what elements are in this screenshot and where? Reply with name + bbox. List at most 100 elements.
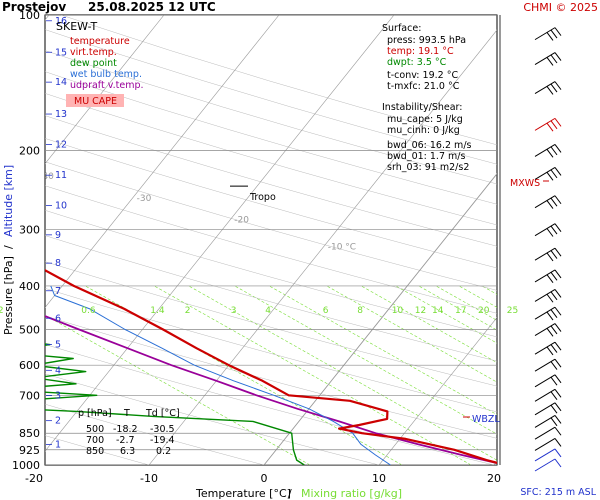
- wind-barb-feather: [554, 426, 562, 436]
- y-axis-title-altitude: Altitude [km]: [2, 165, 15, 237]
- sounding-datetime: 25.08.2025 12 UTC: [88, 0, 216, 14]
- wind-barb-feather: [550, 29, 558, 39]
- table-header-td: Td [°C]: [145, 408, 180, 419]
- temperature-tick-label: 0: [261, 472, 268, 485]
- station-name: Prostejov: [2, 0, 66, 14]
- wind-barb-feather: [546, 346, 554, 356]
- altitude-tick-label: 6: [55, 313, 61, 324]
- wind-barb-feather: [550, 417, 558, 427]
- surface-temp: temp: 19.1 °C: [387, 46, 454, 57]
- altitude-tick-label: 5: [55, 340, 61, 351]
- mixing-ratio-label: 0.2: [0, 306, 4, 316]
- mixing-ratio-label: 2: [185, 306, 191, 316]
- wind-barb: [534, 195, 562, 209]
- wind-barb: [534, 388, 562, 402]
- dry-adiabat: [45, 71, 497, 205]
- wind-barb: [534, 448, 562, 462]
- wind-barb-feather: [554, 81, 562, 90]
- pressure-tick-label: 400: [19, 280, 40, 293]
- wind-barb-feather: [550, 225, 558, 235]
- wind-barb-feather: [546, 311, 554, 321]
- wind-barb-staff: [534, 458, 556, 472]
- wind-barb-feather: [550, 361, 558, 370]
- pressure-tick-label: 850: [19, 427, 40, 440]
- legend-updraft: udpraft v.temp.: [70, 80, 144, 91]
- legend-wet-bulb: wet bulb temp.: [70, 69, 142, 80]
- wind-barb-staff: [534, 144, 556, 157]
- altitude-tick-label: 4: [55, 365, 61, 376]
- pressure-tick-label: 700: [19, 389, 40, 402]
- altitude-tick-label: 11: [55, 170, 67, 181]
- pressure-tick-label: 500: [19, 324, 40, 337]
- wind-barb-feather: [554, 167, 562, 176]
- altitude-tick-label: 12: [55, 140, 67, 151]
- x-axis-title-mixing: Mixing ratio [g/kg]: [301, 487, 402, 500]
- isotherm-line: [45, 15, 280, 308]
- mixing-ratio-line: [154, 285, 472, 465]
- surface-dwpt: dwpt: 3.5 °C: [387, 57, 447, 68]
- altitude-tick-label: 16: [55, 16, 67, 27]
- wind-barb: [534, 289, 562, 303]
- pressure-tick-label: 200: [19, 144, 40, 157]
- wetbulb-line: [50, 285, 391, 465]
- mixing-ratio-label: 4: [265, 306, 271, 316]
- wind-barb-staff: [534, 341, 556, 355]
- tropopause-label: Tropo: [249, 192, 276, 203]
- wind-barb: [534, 341, 562, 356]
- wind-barb-feather: [550, 272, 558, 281]
- mixing-ratio-line: [234, 285, 497, 435]
- mixing-ratio-line: [326, 285, 497, 383]
- altitude-tick-label: 8: [55, 258, 61, 269]
- parcel-line: [45, 315, 497, 464]
- wind-barb-staff: [534, 426, 556, 440]
- legend-temperature: temperature: [70, 36, 130, 47]
- altitude-tick-label: 3: [55, 391, 61, 402]
- wind-barb-feather: [554, 306, 562, 316]
- wind-barb-feather: [550, 325, 558, 335]
- mixing-ratio-label: 3: [231, 306, 237, 316]
- table-row-700-p: 700: [86, 435, 104, 446]
- mu-cape-label: MU CAPE: [74, 96, 117, 107]
- table-row-700-t: -2.7: [116, 435, 135, 446]
- wind-barb-feather: [554, 289, 562, 298]
- dry-adiabat: [45, 93, 497, 226]
- wind-barb-feather: [546, 32, 554, 41]
- wind-barb: [534, 306, 562, 321]
- axis-layer: 0.20.61.42346810121417202510020030040050…: [0, 9, 518, 485]
- wind-barb-feather: [554, 415, 562, 424]
- wind-barb-staff: [534, 27, 556, 41]
- wind-barb-staff: [534, 223, 556, 237]
- surface-tmxfc: t-mxfc: 21.0 °C: [387, 81, 460, 92]
- wind-barb-feather: [546, 86, 554, 95]
- wind-barb-feather: [550, 309, 558, 318]
- wind-barb: [534, 167, 562, 181]
- mixing-ratio-label: 25: [507, 306, 518, 316]
- wind-barb-staff: [534, 167, 556, 180]
- wind-barb-feather: [546, 148, 554, 158]
- temperature-tick-label: 20: [487, 472, 501, 485]
- wind-barb-feather: [554, 341, 562, 351]
- wind-barb-feather: [546, 328, 554, 337]
- mixing-ratio-line: [269, 285, 497, 416]
- x-axis-title-separator: /: [288, 487, 292, 500]
- isotherm-line: [263, 173, 497, 465]
- wind-barb: [534, 414, 562, 428]
- surface-tconv: t-conv: 19.2 °C: [387, 70, 458, 81]
- y-axis-title-separator: /: [2, 245, 15, 249]
- mixing-ratio-label: 1.4: [150, 306, 165, 316]
- wind-barb-staff: [534, 358, 556, 372]
- wind-barb-feather: [546, 274, 554, 284]
- dry-adiabat: [45, 185, 497, 314]
- wind-barb-feather: [550, 120, 558, 130]
- table-header-t: T: [123, 408, 130, 419]
- wind-barbs: [499, 15, 562, 472]
- wind-barb-feather: [546, 228, 554, 237]
- mixing-ratio-label: 14: [432, 306, 444, 316]
- table-row-500-td: -30.5: [150, 424, 175, 435]
- wind-barb-staff: [534, 269, 556, 283]
- altitude-tick-label: 10: [55, 200, 67, 211]
- mixing-ratio-label: 17: [455, 306, 466, 316]
- dry-adiabat: [45, 261, 497, 387]
- isotherm-label: -20: [234, 216, 249, 226]
